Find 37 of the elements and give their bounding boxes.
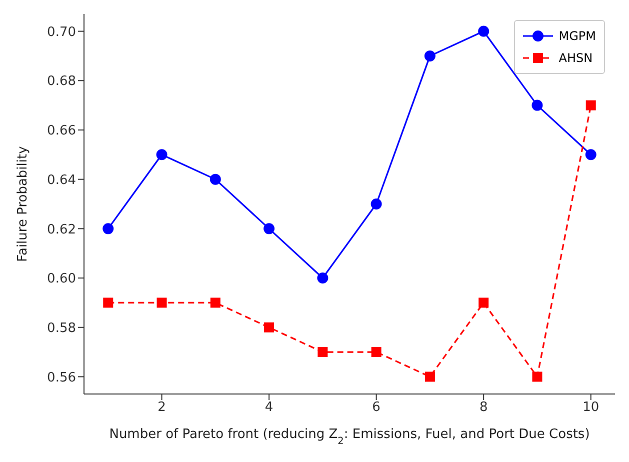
point xyxy=(532,372,542,382)
point xyxy=(156,298,167,308)
point xyxy=(424,50,436,62)
point xyxy=(370,198,382,210)
y-tick-label: 0.70 xyxy=(47,24,76,40)
point xyxy=(424,372,435,382)
point xyxy=(586,100,596,110)
y-tick-label: 0.60 xyxy=(47,272,76,287)
point xyxy=(210,298,220,308)
point xyxy=(102,223,114,234)
point xyxy=(318,347,328,358)
point xyxy=(264,322,274,332)
y-tick-label: 0.56 xyxy=(47,370,76,386)
point xyxy=(103,298,114,308)
point xyxy=(156,149,168,160)
point xyxy=(317,272,328,284)
x-tick-label: 10 xyxy=(582,400,600,416)
point xyxy=(210,174,221,185)
x-axis-title: Number of Pareto front (reducing Z$_{2}$: Emissions, Fuel, and Port Due Costs) xyxy=(109,427,590,446)
point xyxy=(478,26,490,37)
point xyxy=(371,347,382,358)
y-tick-label: 0.68 xyxy=(47,74,76,90)
x-tick-label: 6 xyxy=(372,400,380,416)
legend-label: AHSN xyxy=(558,51,593,65)
point xyxy=(264,223,275,234)
y-tick-label: 0.62 xyxy=(47,222,76,238)
point xyxy=(532,100,543,111)
x-tick-label: 4 xyxy=(264,400,274,416)
legend-label: MGPM xyxy=(558,29,596,43)
point xyxy=(478,298,489,308)
y-tick-label: 0.64 xyxy=(47,172,76,188)
y-tick-label: 0.66 xyxy=(47,124,76,139)
y-axis-title: Failure Probability xyxy=(16,146,31,262)
point xyxy=(585,149,596,160)
x-tick-label: 2 xyxy=(158,400,166,416)
x-tick-label: 8 xyxy=(479,400,488,416)
y-tick-label: 0.58 xyxy=(47,320,76,336)
